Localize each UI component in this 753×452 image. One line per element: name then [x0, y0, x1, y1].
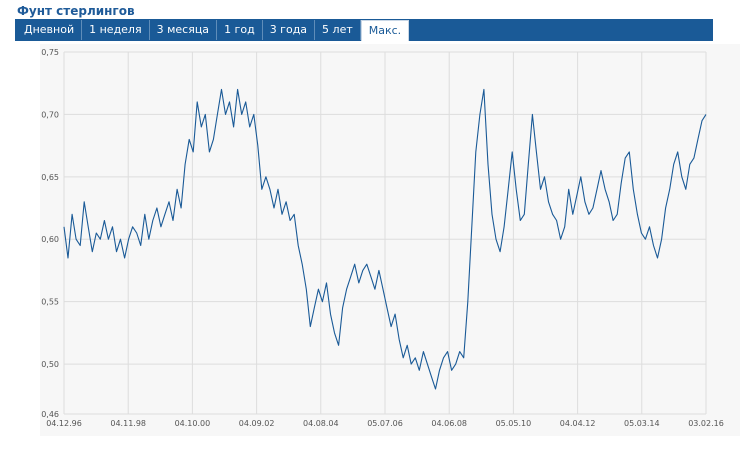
y-tick-label: 0,75: [41, 48, 59, 57]
tab-4[interactable]: 3 года: [263, 20, 316, 40]
y-tick-label: 0,50: [41, 360, 59, 369]
x-tick-label: 04.10.00: [175, 419, 211, 428]
x-tick-label: 04.09.02: [239, 419, 275, 428]
x-tick-label: 04.04.12: [560, 419, 596, 428]
x-tick-label: 04.08.04: [303, 419, 339, 428]
x-tick-label: 05.05.10: [496, 419, 532, 428]
y-tick-label: 0,55: [41, 298, 59, 307]
tab-2[interactable]: 3 месяца: [150, 20, 218, 40]
x-tick-label: 05.03.14: [624, 419, 660, 428]
page-title: Фунт стерлингов: [17, 4, 135, 18]
period-tabs: Дневной 1 неделя 3 месяца 1 год 3 года 5 лет М…: [17, 20, 410, 41]
x-tick-label: 03.02.16: [688, 419, 724, 428]
line-chart: 0,46 0,50 0,55 0,60 0,65 0,70 0,75 04.12.96 04.…: [40, 44, 740, 436]
x-tick-label: 04.06.08: [431, 419, 467, 428]
tab-1[interactable]: 1 неделя: [82, 20, 150, 40]
tab-6[interactable]: Макс.: [360, 20, 410, 41]
y-tick-label: 0,60: [41, 235, 59, 244]
plot-background: [40, 44, 740, 436]
series-line-0: [63, 88, 707, 390]
tab-3[interactable]: 1 год: [217, 20, 263, 40]
tab-5[interactable]: 5 лет: [315, 20, 361, 40]
x-tick-label: 04.11.98: [110, 419, 146, 428]
x-tick-label: 04.12.96: [46, 419, 82, 428]
tab-0[interactable]: Дневной: [17, 20, 83, 40]
y-tick-label: 0,46: [41, 410, 59, 419]
y-tick-label: 0,65: [41, 173, 59, 182]
x-tick-label: 05.07.06: [367, 419, 403, 428]
y-tick-label: 0,70: [41, 110, 59, 119]
